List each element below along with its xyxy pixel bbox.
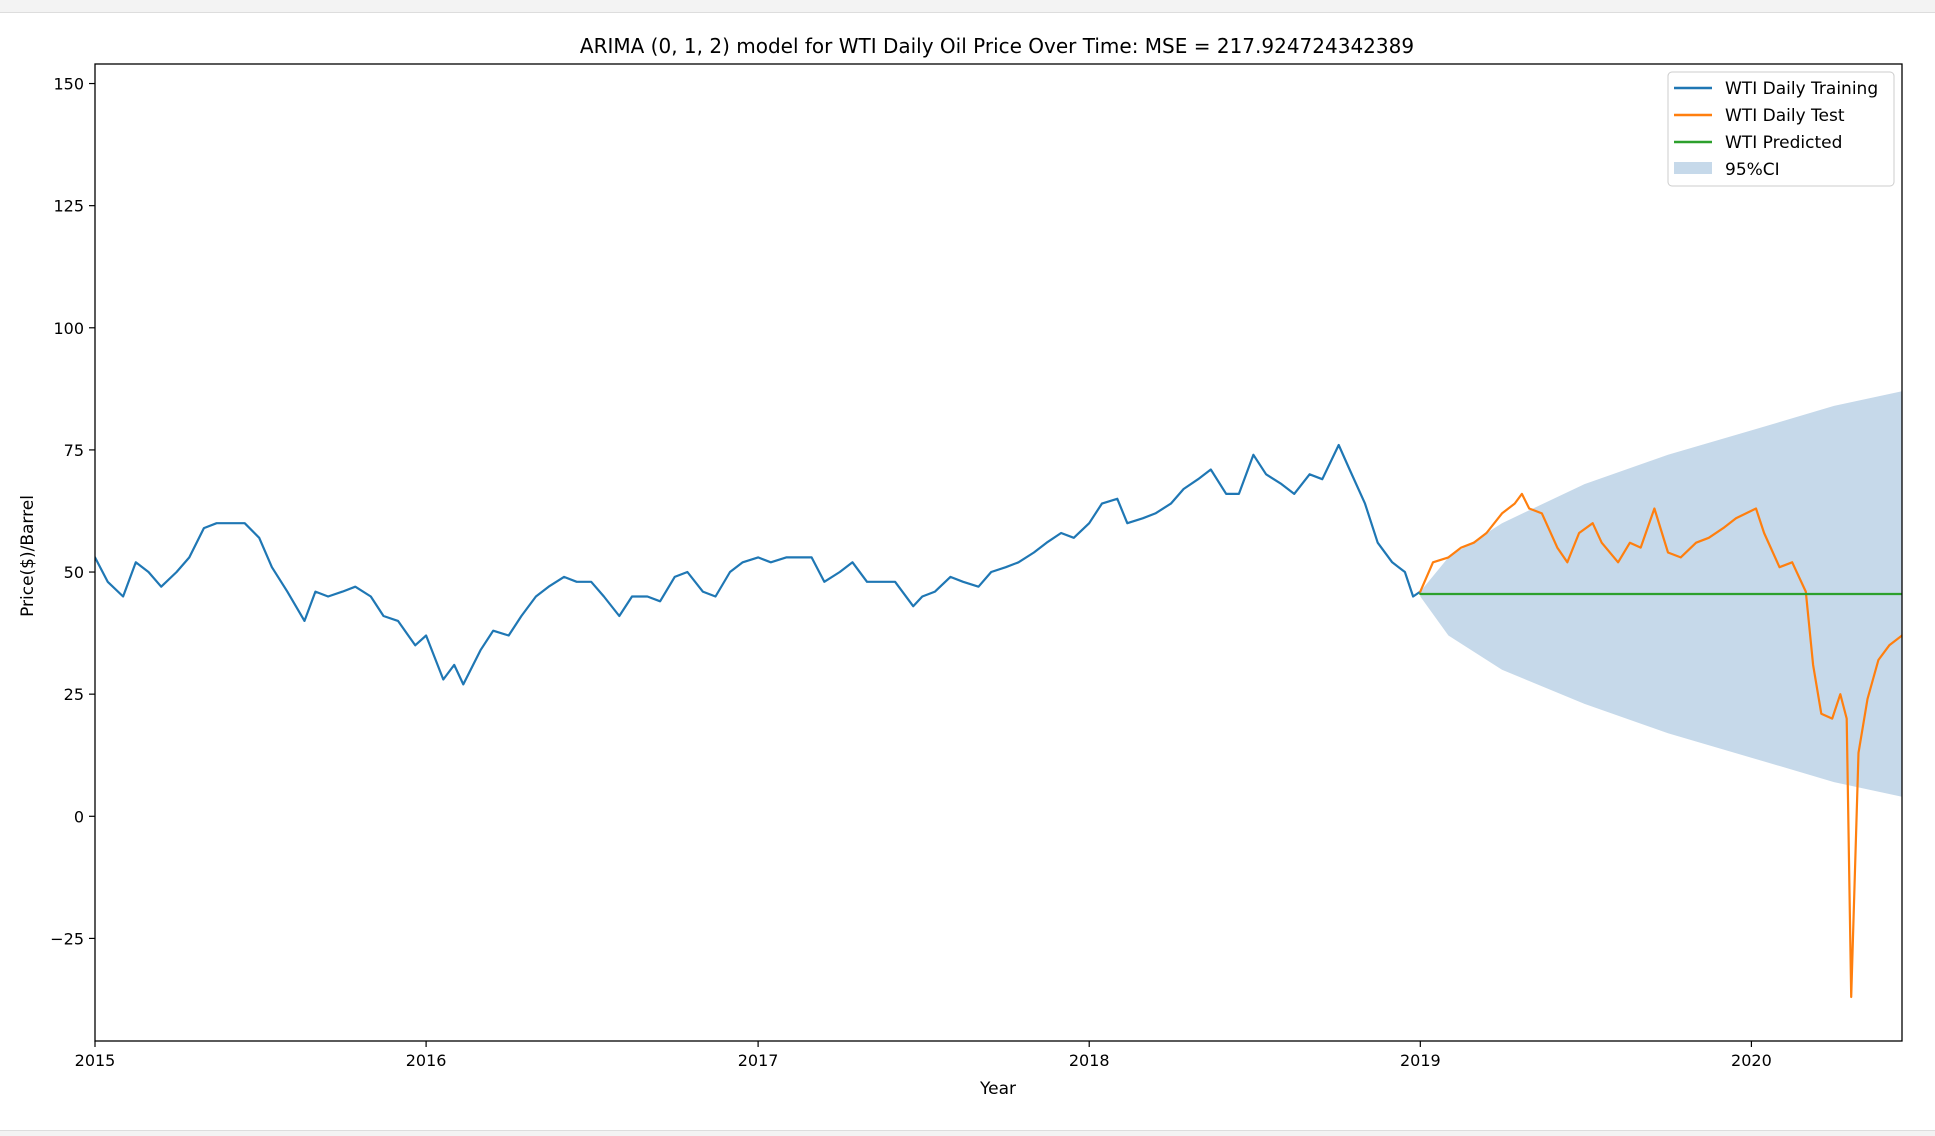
axes-frame — [94, 63, 1903, 1042]
legend-label-test: WTI Daily Test — [1725, 106, 1845, 126]
x-tick-label: 2019 — [1400, 1051, 1441, 1070]
x-axis-label: Year — [979, 1079, 1016, 1099]
legend-label-ci: 95%CI — [1725, 160, 1780, 180]
legend-swatch-ci — [1674, 162, 1712, 174]
legend-label-training: WTI Daily Training — [1725, 79, 1878, 99]
plot-area — [95, 391, 1902, 999]
plot-series — [95, 391, 1902, 999]
y-tick-label: 25 — [64, 685, 84, 704]
y-axis: −25 0 25 50 75 100 125 150 — [50, 75, 95, 948]
y-axis-label: Price($)/Barrel — [18, 495, 38, 617]
legend-box — [1667, 71, 1895, 187]
legend: WTI Daily Training WTI Daily Test WTI Pr… — [1667, 71, 1895, 187]
x-tick-label: 2018 — [1069, 1051, 1110, 1070]
x-tick-label: 2016 — [406, 1051, 447, 1070]
notebook-bottom-strip — [0, 1130, 1935, 1136]
training-line — [95, 443, 1422, 686]
y-tick-label: 150 — [53, 75, 84, 94]
test-line — [1419, 492, 1902, 999]
y-tick-label: 125 — [53, 197, 84, 216]
notebook-top-strip — [0, 0, 1935, 13]
x-tick-label: 2017 — [738, 1051, 779, 1070]
x-axis: 2015 2016 2017 2018 2019 2020 — [75, 1041, 1772, 1070]
chart-title: ARIMA (0, 1, 2) model for WTI Daily Oil … — [580, 34, 1414, 58]
y-tick-label: 0 — [74, 807, 84, 826]
y-tick-label: 50 — [64, 563, 84, 582]
y-tick-label: −25 — [50, 929, 84, 948]
x-tick-label: 2015 — [75, 1051, 116, 1070]
legend-label-predicted: WTI Predicted — [1725, 133, 1842, 153]
y-tick-label: 100 — [53, 319, 84, 338]
x-tick-label: 2020 — [1731, 1051, 1772, 1070]
y-tick-label: 75 — [64, 441, 84, 460]
